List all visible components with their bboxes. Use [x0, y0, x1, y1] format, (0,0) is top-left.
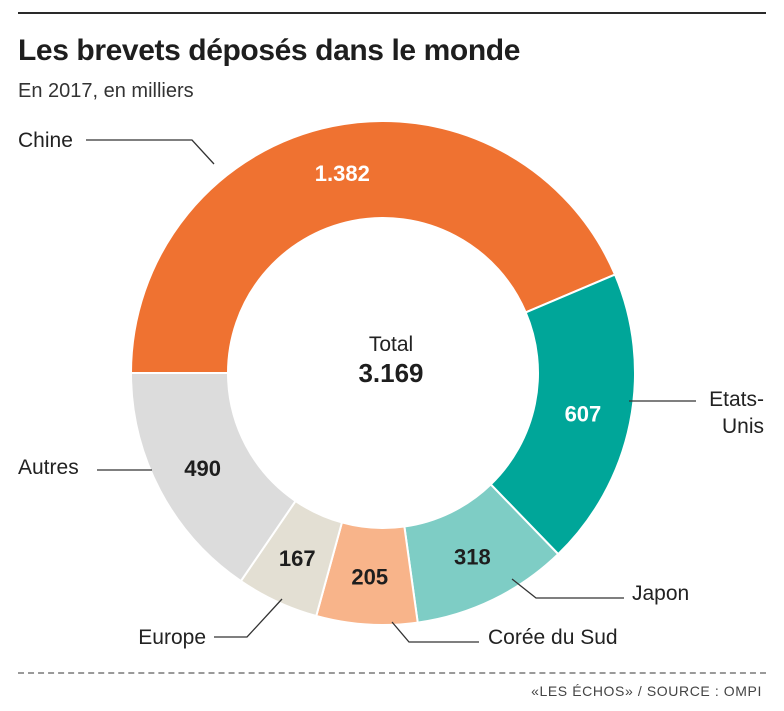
slice-chine: [129, 120, 617, 374]
value-label-coree-du-sud: 205: [351, 565, 388, 590]
center-total-value: 3.169: [358, 358, 423, 388]
top-rule: [18, 12, 766, 14]
value-label-etats-unis: 607: [565, 402, 602, 427]
center-total-caption: Total: [369, 333, 413, 356]
leader-line-coree-du-sud: [391, 621, 479, 643]
value-label-chine: 1.382: [315, 161, 370, 186]
category-label-etats-unis: Etats-Unis: [709, 388, 764, 438]
leader-line-japon: [511, 578, 624, 599]
category-label-coree-du-sud: Corée du Sud: [488, 626, 618, 649]
category-label-chine: Chine: [18, 129, 73, 152]
value-label-japon: 318: [454, 544, 491, 569]
slices-layer: [129, 120, 636, 626]
category-label-autres: Autres: [18, 456, 79, 479]
category-label-japon: Japon: [632, 582, 689, 605]
value-label-autres: 490: [184, 456, 221, 481]
category-label-europe: Europe: [138, 626, 206, 649]
value-label-europe: 167: [279, 546, 316, 571]
slice-autres: [129, 372, 297, 583]
leader-line-chine: [86, 139, 215, 165]
chart-subtitle: En 2017, en milliers: [18, 80, 194, 102]
source-credit: «LES ÉCHOS» / SOURCE : OMPI: [531, 683, 762, 699]
bottom-dashed-rule: [18, 672, 766, 674]
leader-line-europe: [214, 598, 283, 638]
labels-layer: 1.382 Chine 607 Etats-Unis 318 Japon 205 Corée …: [18, 129, 764, 649]
chart-title: Les brevets déposés dans le monde: [18, 34, 520, 67]
leader-lines-layer: [86, 139, 696, 643]
slice-etats-unis: [489, 273, 636, 556]
